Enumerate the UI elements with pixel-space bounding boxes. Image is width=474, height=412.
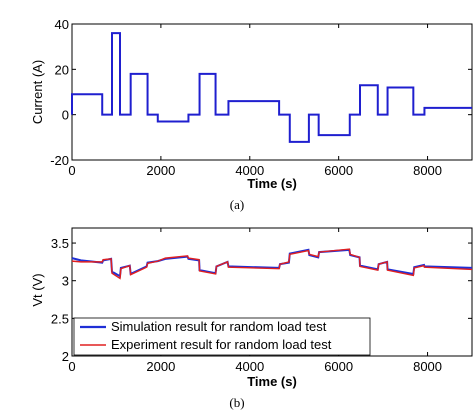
- x-tick-label: 0: [68, 359, 75, 374]
- legend-label-simulation: Simulation result for random load test: [111, 319, 327, 334]
- plot-area-a: [71, 23, 473, 161]
- panel-caption-a: (a): [230, 197, 244, 212]
- y-tick-label: 2.5: [51, 311, 69, 326]
- series-line-current: [71, 32, 472, 143]
- x-tick-label: 8000: [413, 359, 442, 374]
- y-axis-label-b: Vt (V): [30, 273, 45, 306]
- x-tick-label: 2000: [146, 359, 175, 374]
- y-ticks-a: -20 0 20 40: [50, 17, 472, 168]
- y-tick-label: 0: [62, 108, 69, 123]
- series-group-b: [71, 248, 473, 280]
- x-tick-label: 2000: [146, 163, 175, 178]
- x-axis-label-a: Time (s): [247, 176, 297, 191]
- x-tick-label: 6000: [324, 359, 353, 374]
- x-tick-label: 0: [68, 163, 75, 178]
- panel-b-voltage-chart: 2 2.5 3 3.5 0 2000 4000 6000 8000 Simulation re…: [30, 227, 473, 410]
- legend-box: [73, 317, 371, 356]
- x-tick-label: 4000: [235, 359, 264, 374]
- series-group-a: [71, 32, 472, 143]
- y-axis-label-a: Current (A): [30, 60, 45, 124]
- x-ticks-b: 0 2000 4000 6000 8000: [68, 228, 442, 374]
- series-line-experiment: [71, 248, 473, 280]
- x-tick-label: 8000: [413, 163, 442, 178]
- x-tick-label: 4000: [235, 163, 264, 178]
- y-tick-label: 40: [55, 17, 69, 32]
- y-tick-label: 20: [55, 62, 69, 77]
- panel-caption-b: (b): [229, 395, 244, 410]
- x-ticks-a: 0 2000 4000 6000 8000: [68, 24, 442, 178]
- y-tick-label: 2: [62, 349, 69, 364]
- x-axis-label-b: Time (s): [247, 374, 297, 389]
- y-tick-label: 3.5: [51, 236, 69, 251]
- legend-b: Simulation result for random load test E…: [73, 317, 371, 356]
- legend-label-experiment: Experiment result for random load test: [111, 337, 332, 352]
- x-tick-label: 6000: [324, 163, 353, 178]
- y-tick-label: 3: [62, 274, 69, 289]
- y-tick-label: -20: [50, 153, 69, 168]
